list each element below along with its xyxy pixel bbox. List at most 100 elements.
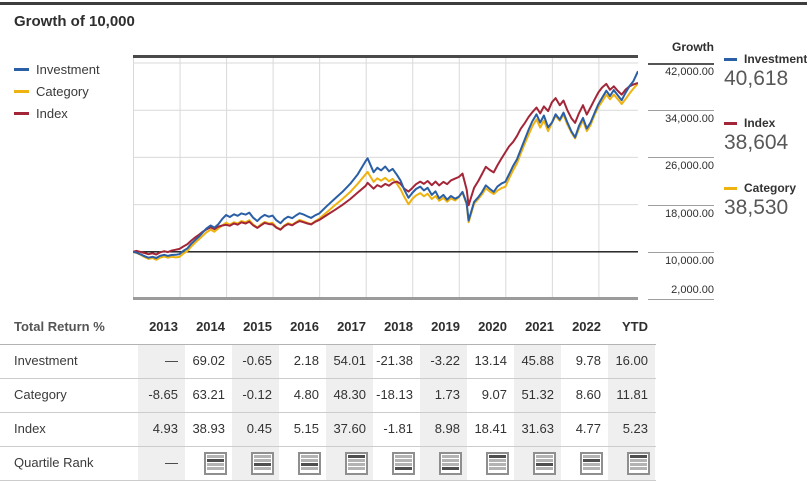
column-header-2013: 2013 (149, 319, 178, 334)
quartile-bar (207, 463, 224, 466)
quartile-rank-icon-q4 (439, 452, 462, 475)
row-divider (0, 446, 656, 447)
table-cell: 18.41 (474, 421, 507, 436)
table-cell: 4.77 (575, 421, 601, 436)
quartile-bar (254, 459, 271, 462)
chart-bottom-border (133, 297, 638, 300)
table-cell: 31.63 (521, 421, 554, 436)
table-cell: 4.80 (293, 387, 319, 402)
legend-item-investment: Investment (724, 52, 807, 66)
series-line-index (133, 82, 638, 256)
axis-tick-rule-10000 (648, 252, 714, 253)
quartile-bar (442, 467, 459, 470)
growth-axis-header: Growth (672, 40, 714, 54)
row-label-quartile-rank: Quartile Rank (14, 455, 94, 470)
table-cell: 16.00 (615, 353, 648, 368)
table-cell: 37.60 (333, 421, 366, 436)
legend-swatch-index-icon (14, 111, 29, 115)
row-divider (0, 412, 656, 413)
quartile-bar (301, 463, 318, 466)
chart-top-border (133, 55, 638, 58)
quartile-rank-icon-q1 (486, 452, 509, 475)
legend-item-index: Index (724, 116, 775, 130)
quartile-bar (348, 463, 365, 466)
legend-label: Category (36, 83, 89, 99)
quartile-bar (348, 467, 365, 470)
column-header-2022: 2022 (572, 319, 601, 334)
axis-tick-label: 26,000.00 (665, 160, 714, 172)
growth-chart (133, 55, 638, 300)
quartile-bar (630, 467, 647, 470)
quartile-bar (442, 463, 459, 466)
quartile-bar (348, 459, 365, 462)
column-header-2019: 2019 (431, 319, 460, 334)
table-cell: -0.65 (242, 353, 272, 368)
series-line-investment (133, 70, 638, 259)
quartile-rank-icon-q2 (204, 452, 227, 475)
quartile-bar (583, 463, 600, 466)
quartile-bar (395, 455, 412, 458)
quartile-bar (583, 467, 600, 470)
quartile-rank-icon-q1 (345, 452, 368, 475)
quartile-bar (254, 463, 271, 466)
table-cell: — (165, 455, 178, 470)
column-header-2018: 2018 (384, 319, 413, 334)
table-cell: 5.23 (622, 421, 648, 436)
row-label-investment: Investment (14, 353, 78, 368)
table-cell: 45.88 (521, 353, 554, 368)
growth-axis: Growth 42,000.00 34,000.00 26,000.00 18,000… (640, 0, 714, 310)
table-cell: -3.22 (430, 353, 460, 368)
quartile-bar (489, 459, 506, 462)
growth-value-index: 38,604 (724, 131, 789, 154)
table-cell: 1.73 (434, 387, 460, 402)
legend-swatch-category-icon (724, 186, 737, 190)
legend-label: Index (744, 116, 776, 130)
legend-item-category: Category (14, 80, 100, 102)
axis-tick-label: 42,000.00 (665, 66, 714, 78)
table-cell: 69.02 (192, 353, 225, 368)
legend-swatch-investment-icon (724, 57, 737, 61)
axis-tick-label: 10,000.00 (665, 255, 714, 267)
axis-tick-rule-18000 (648, 205, 714, 206)
row-label-category: Category (14, 387, 67, 402)
column-header-2015: 2015 (243, 319, 272, 334)
chart-legend-left: Investment Category Index (14, 58, 100, 124)
table-cell: 38.93 (192, 421, 225, 436)
quartile-bar (395, 459, 412, 462)
growth-chart-canvas (133, 58, 638, 297)
column-header-YTD: YTD (622, 319, 648, 334)
row-divider (0, 378, 656, 379)
table-cell: -8.65 (148, 387, 178, 402)
table-cell: 13.14 (474, 353, 507, 368)
legend-swatch-category-icon (14, 89, 29, 93)
quartile-rank-icon-q2 (580, 452, 603, 475)
table-cell: 2.18 (293, 353, 319, 368)
table-cell: 8.60 (575, 387, 601, 402)
row-label-index: Index (14, 421, 46, 436)
axis-tick-label: 2,000.00 (671, 284, 714, 296)
quartile-bar (348, 455, 365, 458)
axis-tick-label: 18,000.00 (665, 208, 714, 220)
table-cell: 9.07 (481, 387, 507, 402)
table-cell: -18.13 (376, 387, 413, 402)
column-header-2017: 2017 (337, 319, 366, 334)
table-cell: 48.30 (333, 387, 366, 402)
quartile-bar (536, 459, 553, 462)
quartile-bar (630, 463, 647, 466)
quartile-bar (536, 467, 553, 470)
row-divider (0, 344, 656, 345)
quartile-rank-icon-q3 (251, 452, 274, 475)
quartile-bar (254, 455, 271, 458)
quartile-rank-icon-q3 (298, 452, 321, 475)
quartile-bar (583, 455, 600, 458)
table-cell: 9.78 (575, 353, 601, 368)
legend-label: Investment (744, 52, 807, 66)
quartile-bar (442, 455, 459, 458)
column-header-2016: 2016 (290, 319, 319, 334)
column-header-2020: 2020 (478, 319, 507, 334)
table-cell: — (165, 353, 178, 368)
table-cell: 63.21 (192, 387, 225, 402)
quartile-bar (442, 459, 459, 462)
table-cell: 51.32 (521, 387, 554, 402)
column-header-2021: 2021 (525, 319, 554, 334)
